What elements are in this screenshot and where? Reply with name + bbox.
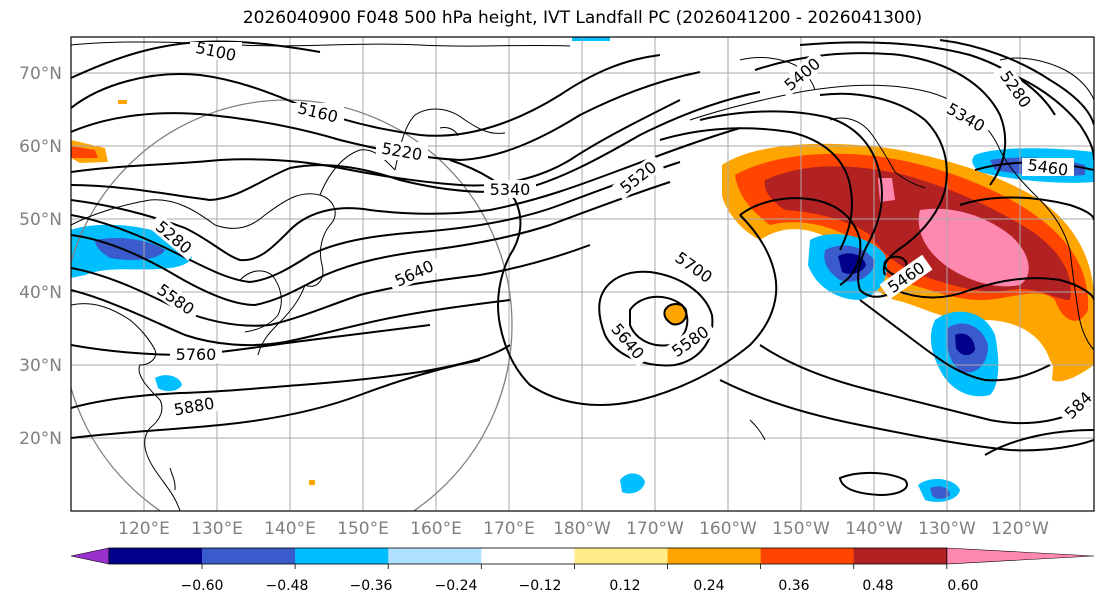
lat-label-30n: 30°N xyxy=(19,356,62,376)
colorbar-cell xyxy=(295,548,389,564)
colorbar-cell xyxy=(853,548,948,564)
colorbar-cell xyxy=(481,548,575,564)
lon-label-130w: 130°W xyxy=(918,519,976,539)
lat-label-60n: 60°N xyxy=(19,137,62,157)
colorbar-cell xyxy=(574,548,668,564)
lat-label-50n: 50°N xyxy=(19,210,62,230)
colorbar: −0.60 −0.48 −0.36 −0.24 −0.12 0.12 0.24 … xyxy=(70,547,1095,594)
colorbar-label-4: −0.24 xyxy=(435,578,478,594)
lat-label-20n: 20°N xyxy=(19,429,62,449)
colorbar-tick-labels: −0.60 −0.48 −0.36 −0.24 −0.12 0.12 0.24 … xyxy=(181,578,979,594)
graticule xyxy=(71,37,1094,511)
colorbar-cell xyxy=(108,548,203,564)
colorbar-label-1: −0.60 xyxy=(181,578,224,594)
contour-label-5760: 5760 xyxy=(176,345,217,364)
colorbar-extension-high xyxy=(946,547,1095,565)
contour-label-halos xyxy=(148,42,1094,426)
colorbar-label-9: 0.48 xyxy=(862,578,893,594)
colorbar-cell xyxy=(202,548,296,564)
colorbar-cell xyxy=(667,548,762,564)
lon-label-130e: 130°E xyxy=(191,519,243,539)
lon-label-140w: 140°W xyxy=(845,519,903,539)
map-frame xyxy=(70,36,1095,512)
colorbar-label-5: −0.12 xyxy=(519,578,562,594)
colorbar-cell xyxy=(760,548,855,564)
lon-label-150w: 150°W xyxy=(772,519,830,539)
lon-label-140e: 140°E xyxy=(264,519,316,539)
longitude-labels: 120°E 130°E 140°E 150°E 160°E 170°E 180°… xyxy=(118,519,1049,539)
colorbar-label-8: 0.36 xyxy=(778,578,809,594)
colorbar-extension-low xyxy=(70,547,110,565)
colorbar-label-10: 0.60 xyxy=(947,578,978,594)
contour-labels: 5100 5160 5220 5340 5520 5280 5580 5640 … xyxy=(152,38,1094,423)
lon-label-160e: 160°E xyxy=(410,519,462,539)
lon-label-120e: 120°E xyxy=(118,519,170,539)
latitude-labels: 70°N 60°N 50°N 40°N 30°N 20°N xyxy=(19,64,62,449)
colorbar-cell xyxy=(388,548,482,564)
lat-label-70n: 70°N xyxy=(19,64,62,84)
lon-label-120w: 120°W xyxy=(991,519,1049,539)
lon-label-170w: 170°W xyxy=(626,519,684,539)
map-title: 2026040900 F048 500 hPa height, IVT Land… xyxy=(242,8,923,28)
colorbar-label-2: −0.48 xyxy=(266,578,309,594)
colorbar-ticks xyxy=(201,564,948,569)
colorbar-label-3: −0.36 xyxy=(350,578,393,594)
coastlines xyxy=(71,41,1094,511)
contour-label-5340: 5340 xyxy=(490,180,531,199)
lat-label-40n: 40°N xyxy=(19,283,62,303)
lon-label-160w: 160°W xyxy=(699,519,757,539)
height-contours xyxy=(71,39,1094,497)
ivt-negative-shading xyxy=(71,37,1094,502)
lon-label-150e: 150°E xyxy=(337,519,389,539)
colorbar-label-7: 0.24 xyxy=(693,578,724,594)
lon-label-180w: 180°W xyxy=(553,519,611,539)
colorbar-label-6: 0.12 xyxy=(609,578,640,594)
ivt-positive-shading xyxy=(71,100,1094,485)
colorbar-frame xyxy=(108,547,948,565)
lon-label-170e: 170°E xyxy=(483,519,535,539)
colorbar-cells xyxy=(70,547,1095,565)
